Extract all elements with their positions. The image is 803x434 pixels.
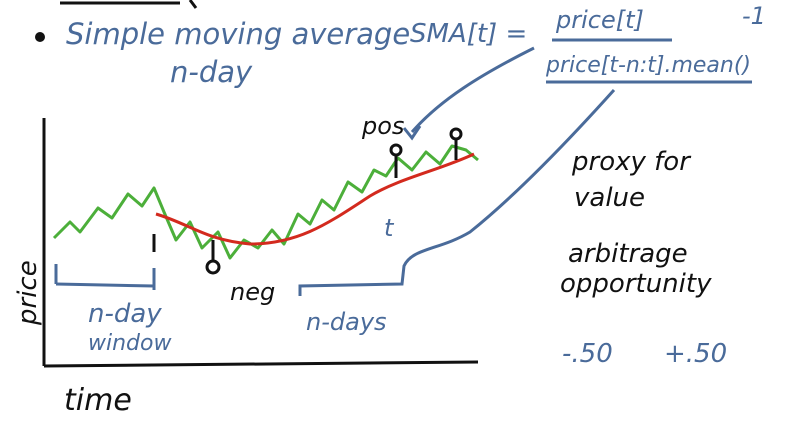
window-bracket	[55, 268, 156, 290]
sma-formula-lhs: SMA[t] =	[410, 19, 527, 49]
proxy-text-line1: proxy for	[571, 147, 692, 177]
sma-intro-text: Simple moving average	[66, 17, 410, 51]
value-pos-050: +.50	[664, 339, 727, 369]
window-label-line1: n-day	[88, 299, 162, 329]
sma-denominator: price[t-n:t].mean()	[545, 53, 751, 78]
pos-label: pos	[361, 112, 404, 140]
sma-numerator: price[t]	[555, 6, 644, 34]
arbitrage-text-line2: opportunity	[560, 269, 712, 299]
price-line	[52, 144, 479, 260]
chart-x-axis	[43, 360, 479, 368]
neg-label: neg	[230, 278, 275, 306]
sma-subtitle-nday: n-day	[170, 55, 253, 89]
neg-marker-circle	[205, 259, 221, 275]
ndays-label: n-days	[306, 308, 387, 336]
pos-marker-circle-1	[389, 143, 403, 157]
sma-line	[155, 152, 475, 246]
bullet-dot	[35, 32, 45, 42]
sma-minus-one: -1	[742, 2, 766, 30]
axis-y-label: price	[13, 260, 43, 326]
window-label-line2: window	[88, 331, 172, 356]
top-border-stroke	[60, 0, 198, 9]
value-neg-050: -.50	[562, 339, 613, 369]
arrow-formula-to-pos	[410, 46, 535, 133]
arrow-head-pos	[402, 125, 422, 141]
axis-x-label: time	[64, 383, 132, 418]
t-tick-label: t	[384, 214, 395, 242]
bracket-formula-to-ndays	[298, 88, 616, 296]
pos-marker-circle-2	[449, 127, 463, 141]
arbitrage-text-line1: arbitrage	[568, 239, 688, 269]
proxy-text-line2: value	[574, 183, 645, 213]
